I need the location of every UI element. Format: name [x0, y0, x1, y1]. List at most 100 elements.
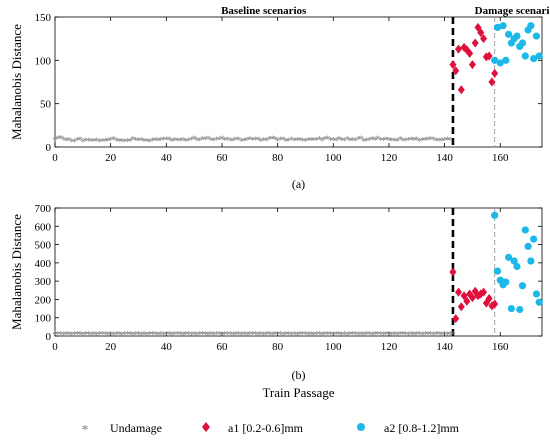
- data-point-undamage: *: [172, 135, 178, 147]
- data-point-undamage: *: [139, 135, 145, 147]
- data-point-undamage: *: [333, 136, 339, 148]
- x-tick-label: 120: [381, 152, 398, 164]
- data-point-undamage: *: [289, 329, 295, 341]
- data-point-undamage: *: [319, 329, 325, 341]
- data-point-undamage: *: [275, 135, 281, 147]
- data-point-a1: [449, 60, 457, 70]
- legend-marker-a2: [357, 423, 365, 431]
- y-tick-label: 200: [35, 294, 52, 306]
- data-point-undamage: *: [241, 329, 247, 341]
- data-point-undamage: *: [267, 134, 273, 146]
- data-point-a1: [477, 28, 485, 38]
- data-point-a1: [466, 48, 474, 58]
- x-tick-label: 160: [492, 341, 509, 353]
- data-point-undamage: *: [392, 329, 398, 341]
- data-point-undamage: *: [336, 329, 342, 341]
- data-point-undamage: *: [264, 136, 270, 148]
- data-point-undamage: *: [347, 329, 353, 341]
- x-tick-label: 120: [381, 341, 398, 353]
- data-point-a2: [521, 226, 529, 234]
- data-point-undamage: *: [283, 329, 289, 341]
- data-point-undamage: *: [336, 134, 342, 146]
- data-point-a1: [480, 287, 488, 297]
- data-point-undamage: *: [367, 329, 373, 341]
- x-tick-label: 80: [272, 152, 284, 164]
- data-point-a2: [510, 257, 518, 265]
- data-point-undamage: *: [422, 329, 428, 341]
- data-point-undamage: *: [58, 133, 64, 145]
- data-point-undamage: *: [283, 136, 289, 148]
- data-point-undamage: *: [236, 329, 242, 341]
- data-point-undamage: *: [152, 329, 158, 341]
- data-point-a2: [518, 39, 527, 47]
- data-point-undamage: *: [450, 329, 456, 341]
- data-point-undamage: *: [445, 135, 451, 147]
- data-point-undamage: *: [442, 329, 448, 341]
- legend-label-a1: a1 [0.2-0.6]mm: [228, 421, 304, 435]
- data-point-a2: [505, 253, 513, 261]
- data-point-undamage: *: [311, 329, 317, 341]
- data-point-undamage: *: [431, 135, 437, 147]
- data-point-undamage: *: [222, 329, 228, 341]
- data-point-undamage: *: [397, 329, 403, 341]
- y-tick-label: 150: [35, 12, 52, 24]
- y-axis-label: Mahalanobis Distance: [9, 214, 24, 330]
- data-point-undamage: *: [203, 134, 209, 146]
- data-point-undamage: *: [94, 329, 100, 341]
- data-point-undamage: *: [406, 329, 412, 341]
- data-point-undamage: *: [216, 329, 222, 341]
- data-point-undamage: *: [300, 329, 306, 341]
- data-point-undamage: *: [311, 135, 317, 147]
- data-point-undamage: *: [386, 329, 392, 341]
- data-point-a2: [530, 235, 538, 243]
- data-point-undamage: *: [55, 329, 61, 341]
- data-point-undamage: *: [147, 329, 153, 341]
- data-point-undamage: *: [105, 135, 111, 147]
- data-point-a1: [485, 51, 493, 61]
- data-point-undamage: *: [383, 329, 389, 341]
- data-point-undamage: *: [436, 329, 442, 341]
- data-point-undamage: *: [356, 134, 362, 146]
- data-point-undamage: *: [158, 135, 164, 147]
- data-point-undamage: *: [208, 135, 214, 147]
- data-point-undamage: *: [411, 329, 417, 341]
- data-point-a1: [488, 77, 496, 87]
- data-point-undamage: *: [406, 135, 412, 147]
- data-point-undamage: *: [230, 329, 236, 341]
- data-point-undamage: *: [72, 136, 78, 148]
- data-point-undamage: *: [63, 136, 69, 148]
- data-point-undamage: *: [116, 329, 122, 341]
- data-point-a1: [463, 296, 471, 306]
- data-point-undamage: *: [300, 135, 306, 147]
- data-point-undamage: *: [125, 136, 131, 148]
- data-point-undamage: *: [420, 135, 426, 147]
- data-point-undamage: *: [411, 135, 417, 147]
- data-point-a1: [452, 66, 460, 76]
- data-point-undamage: *: [286, 329, 292, 341]
- series-a1: [449, 22, 499, 95]
- data-point-undamage: *: [113, 329, 119, 341]
- data-point-undamage: *: [83, 329, 89, 341]
- data-point-undamage: *: [150, 329, 156, 341]
- data-point-undamage: *: [431, 329, 437, 341]
- data-point-undamage: *: [253, 329, 259, 341]
- data-point-undamage: *: [319, 135, 325, 147]
- data-point-undamage: *: [425, 329, 431, 341]
- data-point-undamage: *: [395, 329, 401, 341]
- data-point-undamage: *: [278, 329, 284, 341]
- data-point-undamage: *: [420, 329, 426, 341]
- data-point-undamage: *: [152, 135, 158, 147]
- x-tick-label: 80: [272, 341, 284, 353]
- data-point-undamage: *: [414, 134, 420, 146]
- y-tick-label: 0: [46, 142, 52, 154]
- data-point-undamage: *: [303, 136, 309, 148]
- legend-label-a2: a2 [0.8-1.2]mm: [384, 421, 460, 435]
- data-point-undamage: *: [347, 136, 353, 148]
- data-point-undamage: *: [69, 329, 75, 341]
- data-point-undamage: *: [375, 329, 381, 341]
- data-point-a2: [535, 52, 543, 60]
- data-point-undamage: *: [55, 134, 61, 146]
- data-point-undamage: *: [175, 136, 181, 148]
- data-point-undamage: *: [219, 134, 225, 146]
